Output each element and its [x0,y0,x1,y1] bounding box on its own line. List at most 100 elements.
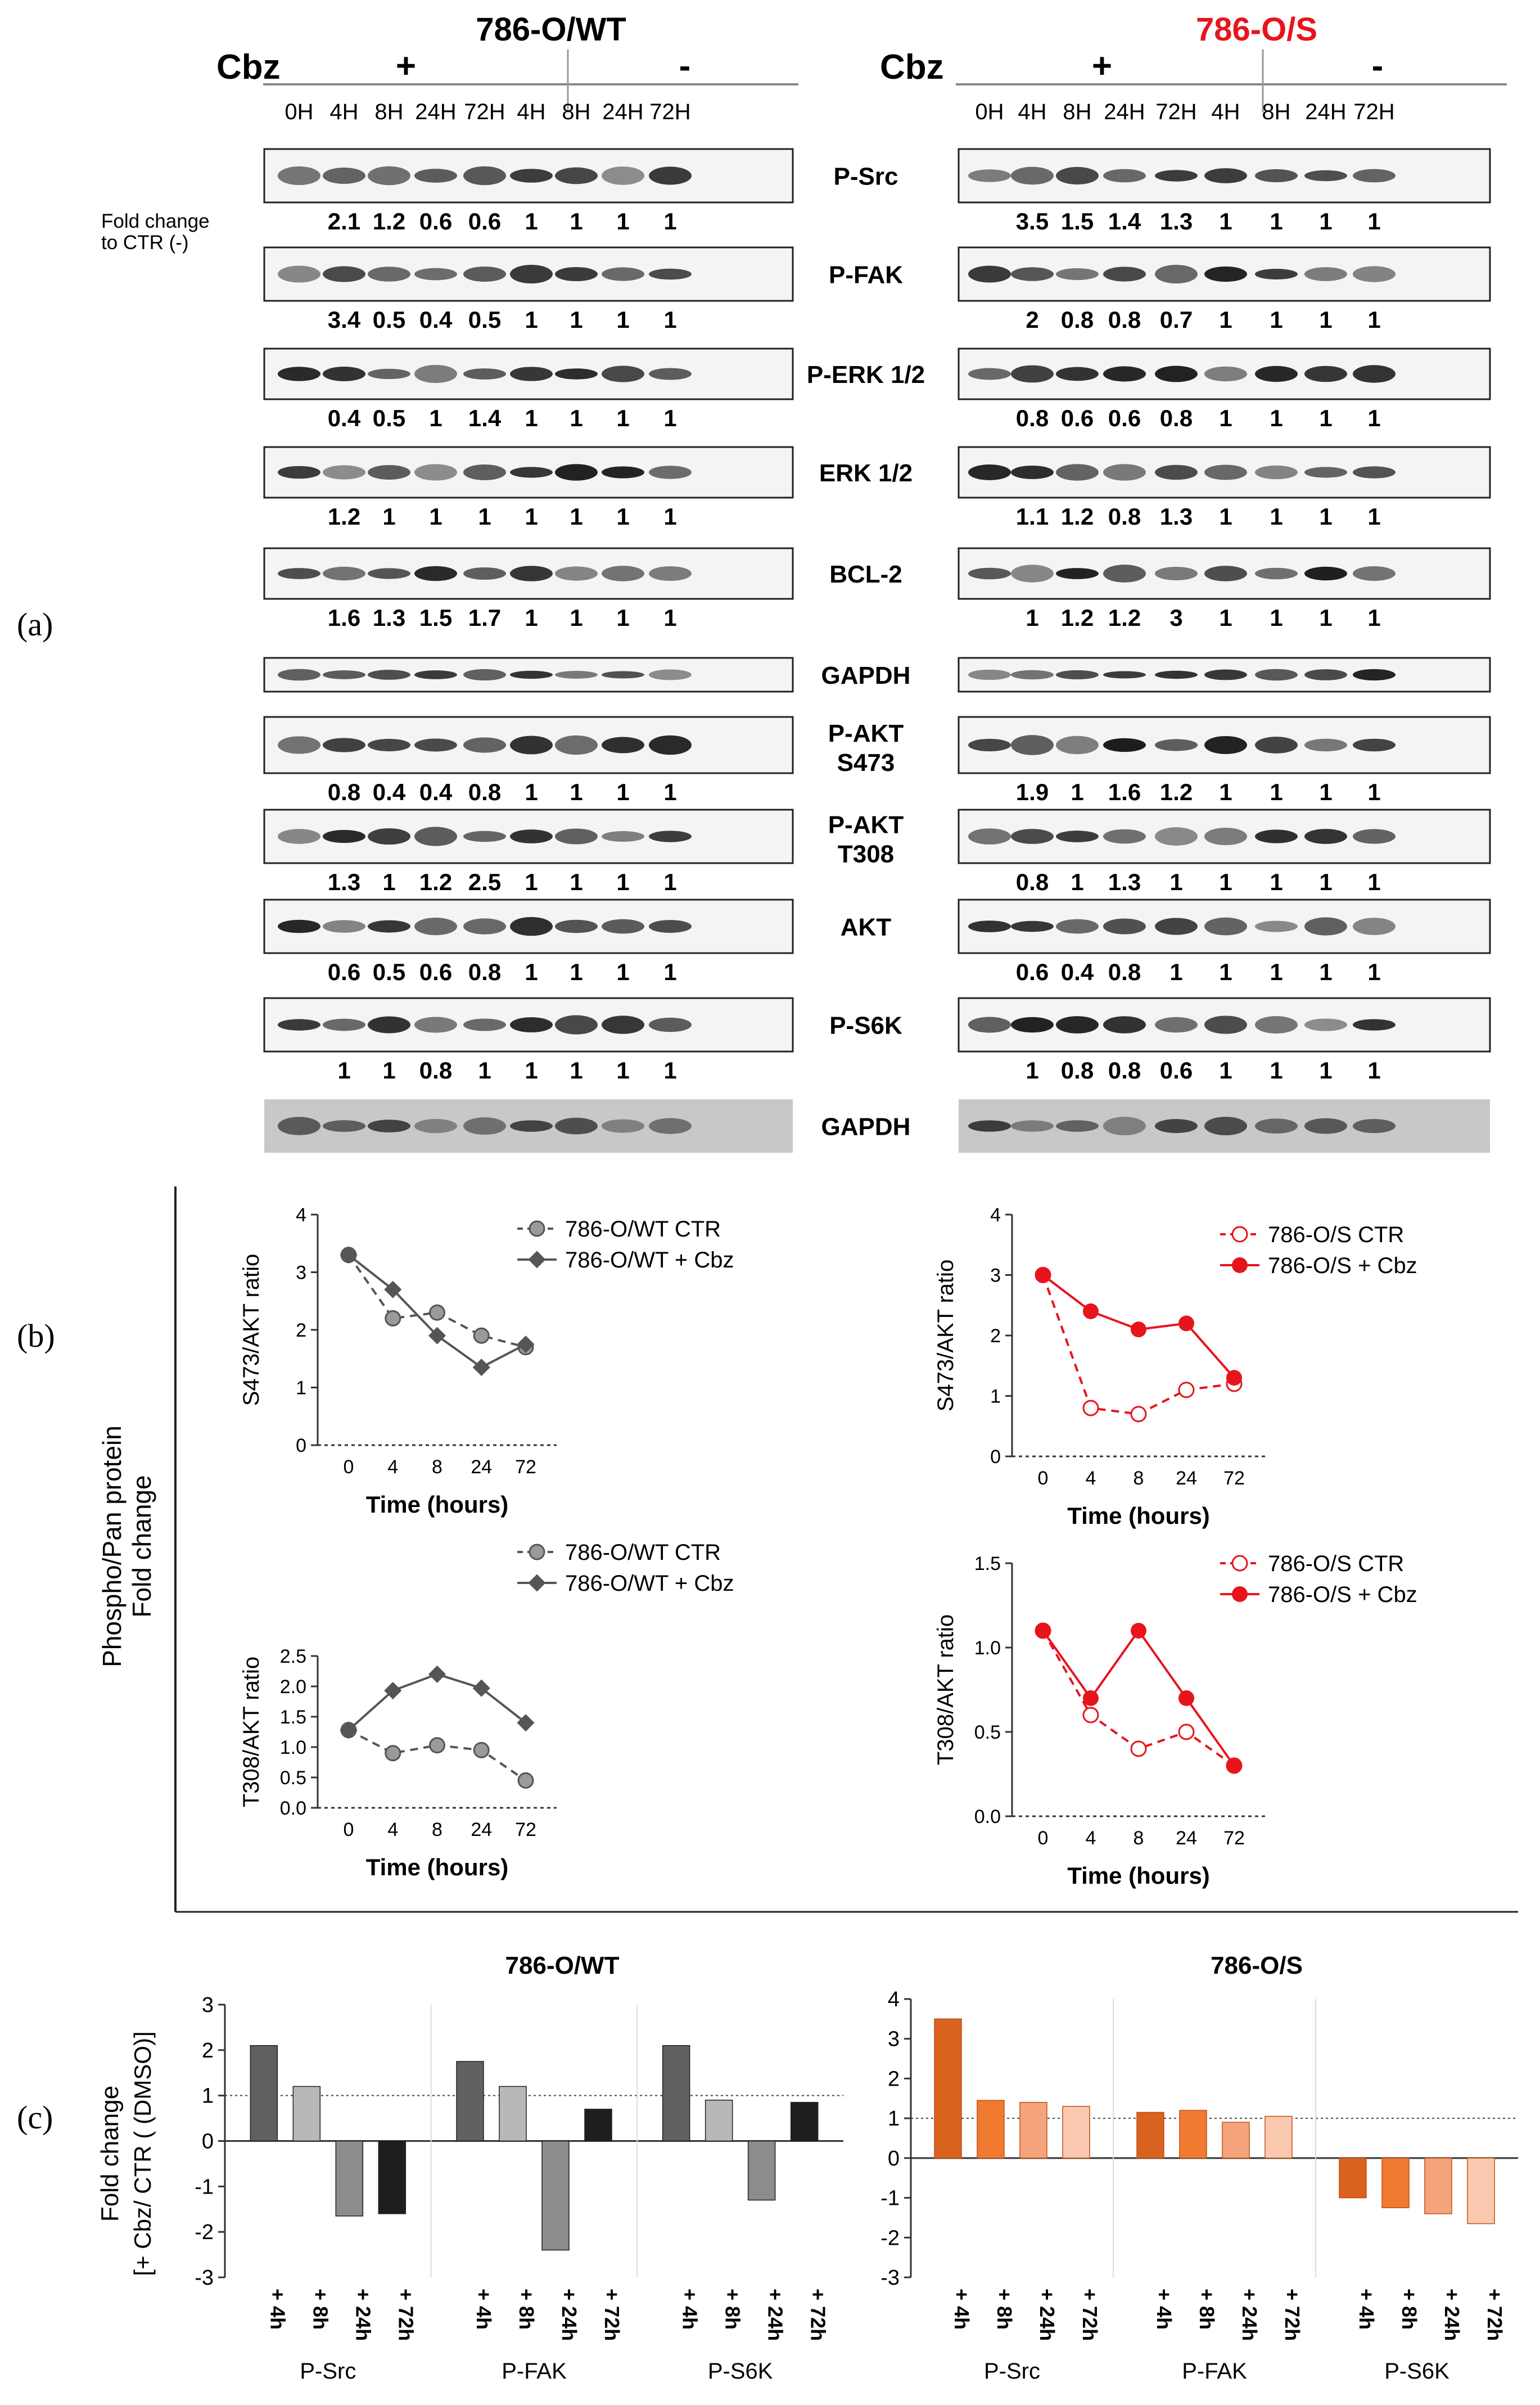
blot-band [510,467,553,478]
blot-band [1255,669,1298,681]
blot-band [1204,168,1247,183]
bar-category-label: + 8h [515,2289,538,2330]
legend-label: 786-O/S + Cbz [1268,1582,1417,1607]
blot-band [555,566,598,581]
data-point [1131,1321,1146,1338]
bar-category-label: + 72h [1078,2289,1101,2341]
blot-band [1255,1016,1298,1034]
bar-category-label: + 24h [351,2289,374,2341]
timepoint-label: 8H [1063,100,1091,124]
blot-band [1155,170,1198,182]
data-point [1131,1623,1146,1639]
blot-band [1255,169,1298,183]
fold-value: 1 [1319,208,1332,234]
bar [250,2045,278,2142]
fold-value: 1 [1270,959,1282,985]
blot-band [1103,671,1146,679]
y-tick-label: 2 [296,1320,306,1341]
bar-category-label: + 72h [1281,2289,1304,2341]
legend-label: 786-O/WT + Cbz [565,1248,734,1273]
blot-band [278,367,320,381]
blot-band [1304,1018,1347,1031]
y-tick-label: 0 [888,2147,900,2171]
fold-value: 1 [1367,208,1380,234]
bar-category-label: + 24h [1036,2289,1059,2341]
bar [541,2140,570,2251]
blot-band [510,264,553,284]
fold-value: 1 [1319,779,1332,805]
timepoint-label: 0H [975,100,1004,124]
y-tick-label: 0 [202,2130,214,2154]
line-chart-b-wt-s473: 0 1 2 3 4 0 4 8 24 72 Time (hours) S473/AKT ratio 78… [239,1204,734,1518]
blot-BCL-2-wt: 1.6 1.3 1.5 1.7 1 1 1 1 [263,547,794,631]
cbz-label-wt: Cbz [216,48,281,87]
fold-value: 0.8 [1160,405,1193,431]
fold-value: 1 [616,1057,629,1084]
blot-band [1353,1019,1396,1031]
line-chart-b-wt-t308: 0.0 0.5 1.0 1.5 2.0 2.5 0 4 8 24 72 Time (hours) T30… [239,1540,734,1880]
blot-band [1353,365,1396,383]
fold-value: 1 [663,405,676,431]
fold-value: 1.9 [1016,779,1049,805]
legend-marker [1231,1555,1248,1572]
legend-label: 786-O/WT + Cbz [565,1571,734,1596]
blot-AKT-s: 0.6 0.4 0.8 1 1 1 1 1 [958,899,1491,985]
fold-value: 1.7 [468,604,501,631]
fold-value: 0.6 [1061,405,1094,431]
blot-band [1204,566,1247,581]
y-tick-label: 1.0 [280,1737,306,1758]
y-tick-label: 1.0 [974,1637,1001,1659]
bar-category-label: + 8h [1398,2289,1421,2330]
y-tick-label: 3 [202,1993,214,2017]
fold-value: 1 [1367,405,1380,431]
blot-band [368,920,410,933]
data-point [429,1304,445,1321]
blot-band [463,166,506,186]
western-blots: 2.1 1.2 0.6 0.6 1 1 1 1 3.5 1.5 1.4 1.3 1 1 1 1 P-Src 3.4… [263,148,1491,1153]
fold-value: 1 [570,869,582,895]
blot-band [510,1120,553,1132]
blot-band [968,464,1011,480]
data-point [1082,1400,1099,1416]
blot-band [555,368,598,380]
blot-band [1155,566,1198,581]
blot-band [278,829,320,844]
blot-band [368,166,410,186]
x-axis-title: Time (hours) [366,1491,509,1518]
blot-band [1011,166,1054,185]
blot-P-ERK-wt: 0.4 0.5 1 1.4 1 1 1 1 [263,348,794,431]
timepoint-label: 24H [415,100,456,124]
fold-value: 1 [1219,959,1232,985]
blot-band [1353,669,1396,681]
data-point [429,1737,445,1754]
legend-marker [1232,1586,1248,1602]
data-point [1178,1690,1194,1706]
y-tick-label: 1 [202,2084,214,2108]
bar-category-label: + 72h [1483,2289,1506,2341]
blot-GAPDH-1-wt [263,657,794,693]
y-tick-label: 1.5 [974,1553,1001,1574]
fold-value: 1 [1367,959,1380,985]
blot-band [278,1019,320,1031]
protein-label: GAPDH [821,662,911,689]
y-tick-label: 3 [296,1262,306,1284]
fold-value: 1 [663,604,676,631]
fold-value: 1.4 [468,405,502,431]
fold-value: 1 [570,405,582,431]
data-point [473,1741,490,1758]
bar-category-label: + 72h [807,2289,830,2341]
bar [1467,2158,1495,2224]
blot-band [1353,169,1396,183]
bar-category-label: + 8h [1195,2289,1218,2330]
blot-band [1353,466,1396,479]
blot-band [1353,738,1396,752]
data-point [1035,1623,1051,1639]
line-chart-b-s-s473: 0 1 2 3 4 0 4 8 24 72 Time (hours) S473/AKT ratio 78… [933,1204,1417,1529]
blot-P-ERK-s: 0.8 0.6 0.6 0.8 1 1 1 1 [958,348,1491,431]
timepoint-label: 0H [284,100,313,124]
blot-band [323,738,365,752]
blot-band [510,566,553,581]
blot-band [1155,739,1198,751]
fold-value: 1 [1026,604,1038,631]
fold-value: 1 [570,503,582,530]
